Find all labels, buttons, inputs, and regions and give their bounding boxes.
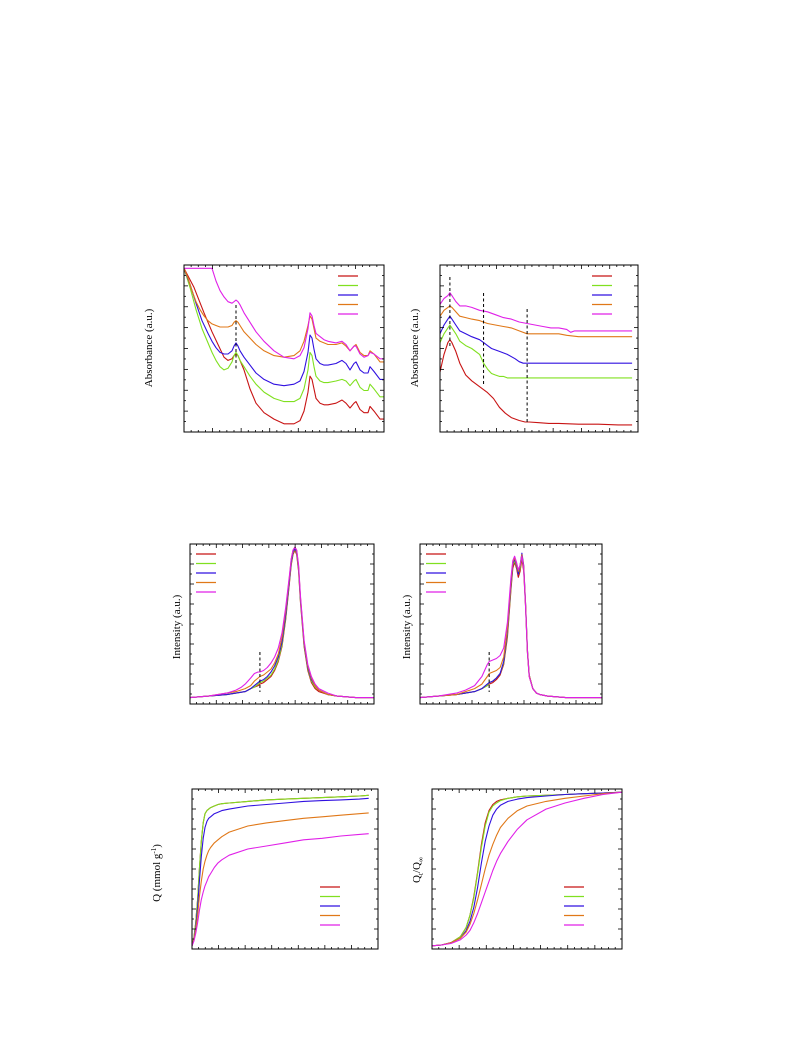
panel-e-ylabel: Q (mmol g-1) — [150, 844, 163, 902]
panel-e: Q (mmol g-1) — [150, 788, 379, 950]
series-line-2 — [184, 268, 384, 403]
series-line-3 — [440, 315, 633, 364]
plot-area — [192, 794, 369, 947]
plot-frame — [431, 788, 623, 950]
series-line-3 — [184, 268, 384, 387]
axis-ticks — [189, 543, 375, 705]
series-line-4 — [432, 791, 622, 947]
panel-a-ylabel: Absorbance (a.u.) — [143, 308, 155, 387]
series-line-1 — [432, 791, 622, 947]
legend — [320, 886, 340, 926]
series-line-1 — [192, 794, 369, 946]
panel-c-ylabel: Intensity (a.u.) — [171, 594, 183, 659]
series-line-3 — [192, 797, 369, 946]
series-line-1 — [184, 268, 384, 425]
series-line-3 — [190, 548, 374, 699]
series-line-4 — [184, 268, 384, 363]
panel-b: Absorbance (a.u.) — [409, 264, 639, 433]
series-line-2 — [192, 794, 369, 946]
axis-ticks — [191, 788, 379, 950]
series-line-2 — [190, 548, 374, 699]
panel-d: Intensity (a.u.) — [401, 543, 603, 705]
axis-ticks — [183, 264, 385, 433]
plot-frame — [191, 788, 379, 950]
series-line-5 — [192, 833, 369, 947]
legend — [426, 553, 446, 593]
plot-area — [420, 552, 602, 699]
series-line-2 — [432, 791, 622, 947]
plot-area — [432, 791, 622, 947]
plot-frame — [439, 264, 639, 433]
axis-ticks — [419, 543, 603, 705]
plot-area — [440, 292, 633, 426]
panel-b-ylabel: Absorbance (a.u.) — [409, 308, 421, 387]
legend — [196, 553, 216, 593]
series-line-5 — [440, 292, 633, 333]
plot-frame — [189, 543, 375, 705]
panel-a: Absorbance (a.u.) — [143, 264, 385, 433]
series-line-5 — [432, 791, 622, 947]
series-line-5 — [184, 267, 384, 360]
plot-area — [190, 546, 374, 699]
series-line-3 — [432, 791, 622, 947]
series-line-1 — [190, 549, 374, 699]
panel-c: Intensity (a.u.) — [171, 543, 375, 705]
legend — [564, 886, 584, 926]
series-line-1 — [440, 339, 633, 426]
axis-ticks — [439, 264, 639, 433]
series-line-4 — [440, 305, 633, 338]
legend — [338, 275, 358, 315]
plot-frame — [419, 543, 603, 705]
panel-f: Qt/Q∞ — [411, 788, 623, 950]
series-line-4 — [190, 546, 374, 699]
axis-ticks — [431, 788, 623, 950]
panel-d-ylabel: Intensity (a.u.) — [401, 594, 413, 659]
legend — [592, 275, 612, 315]
panel-f-ylabel: Qt/Q∞ — [411, 857, 425, 883]
series-line-2 — [440, 324, 633, 379]
series-line-5 — [190, 546, 374, 699]
series-line-4 — [192, 812, 369, 946]
series-line-5 — [420, 555, 602, 699]
plot-frame — [183, 264, 385, 433]
plot-area — [184, 267, 384, 425]
